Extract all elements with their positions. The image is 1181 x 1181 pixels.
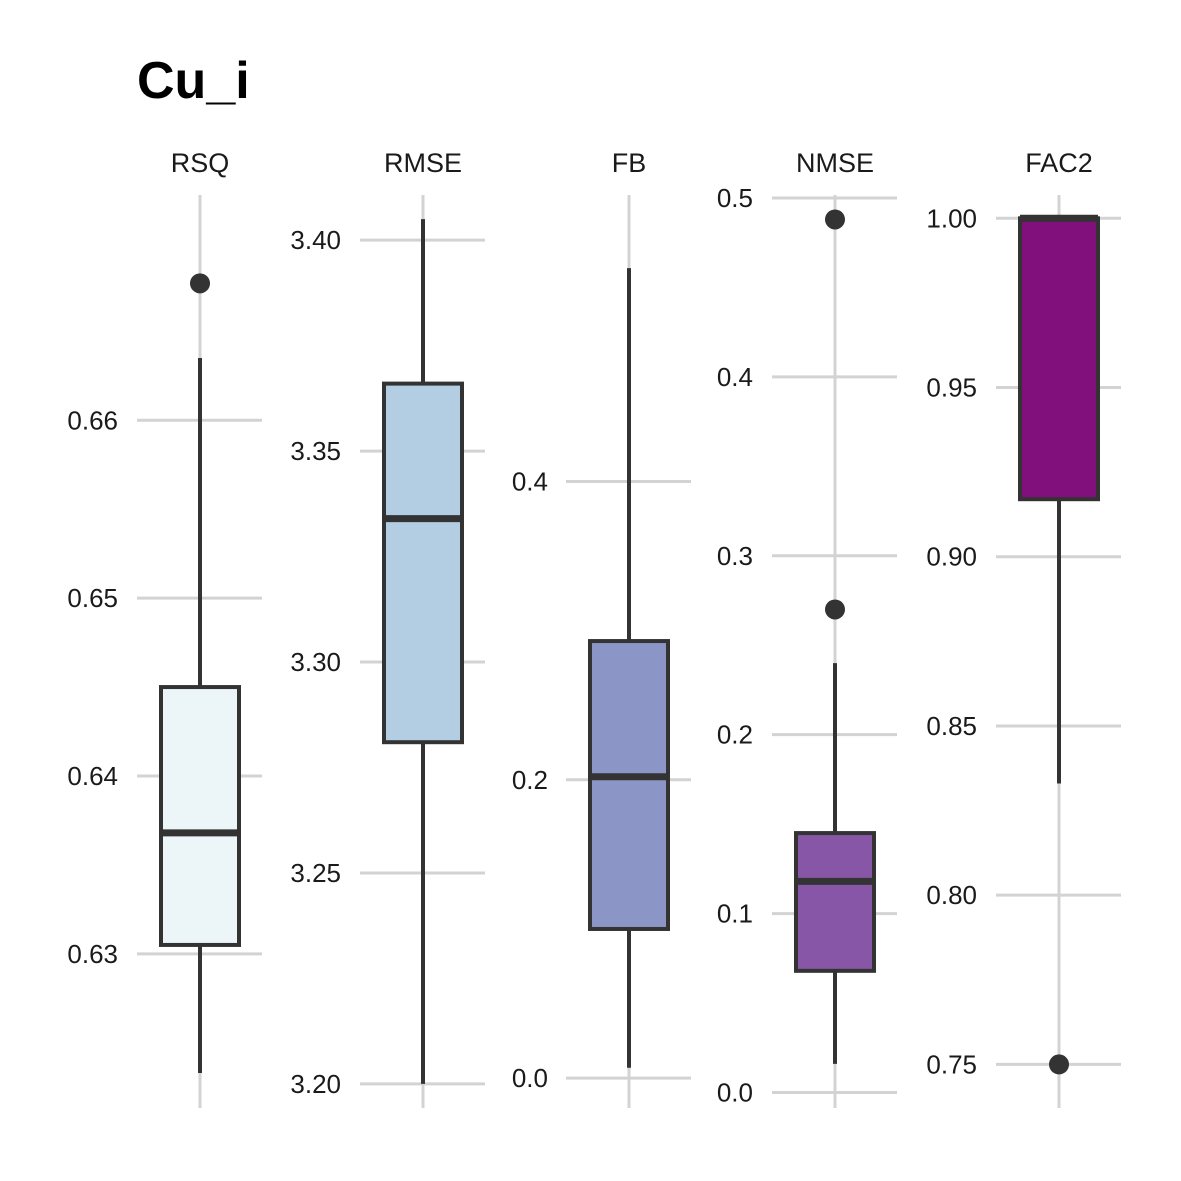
y-tick-label: 0.1: [717, 899, 753, 929]
y-tick-label: 0.95: [926, 373, 977, 403]
box: [382, 381, 464, 745]
y-tick-label: 1.00: [926, 203, 977, 233]
panel-fac2: FAC2 0.75 0.80 0.85 0.90 0.95 1.00: [926, 148, 1121, 1108]
panel-label: FAC2: [1025, 148, 1093, 178]
panel-label: RMSE: [384, 148, 462, 178]
y-tick-label: 0.63: [67, 939, 118, 969]
y-tick-label: 3.20: [290, 1069, 341, 1099]
chart-title: Cu_i: [137, 52, 250, 110]
y-tick-label: 0.3: [717, 541, 753, 571]
y-tick-label: 0.2: [717, 720, 753, 750]
y-tick-label: 0.64: [67, 761, 118, 791]
y-tick-label: 0.2: [512, 765, 548, 795]
panel-label: RSQ: [171, 148, 230, 178]
panel-nmse: NMSE 0.0 0.1 0.2 0.3 0.4 0.5: [717, 148, 897, 1108]
y-tick-label: 0.0: [512, 1063, 548, 1093]
y-tick-label: 3.25: [290, 858, 341, 888]
y-tick-label: 0.4: [717, 362, 753, 392]
panel-rmse: RMSE 3.20 3.25 3.30 3.35 3.40: [290, 148, 485, 1108]
panel-label: FB: [612, 148, 647, 178]
outlier-point: [190, 273, 210, 294]
outlier-point: [825, 599, 845, 620]
box: [159, 685, 241, 947]
y-tick-label: 0.66: [67, 405, 118, 435]
panel-fb: FB 0.0 0.2 0.4: [512, 148, 691, 1108]
y-tick-label: 0.90: [926, 542, 977, 572]
y-tick-label: 0.75: [926, 1049, 977, 1079]
outlier-point: [1049, 1054, 1069, 1075]
panel-label: NMSE: [796, 148, 874, 178]
panels: RSQ 0.63 0.64 0.65 0.66 RMSE 3.20 3.25 3.30 3.35 3…: [67, 148, 1121, 1108]
box: [588, 639, 670, 931]
outlier-point: [825, 209, 845, 230]
y-tick-label: 0.4: [512, 466, 548, 496]
y-tick-label: 3.40: [290, 225, 341, 255]
y-tick-label: 0.0: [717, 1077, 753, 1107]
y-tick-label: 0.65: [67, 583, 118, 613]
y-tick-label: 3.35: [290, 436, 341, 466]
y-tick-label: 0.80: [926, 880, 977, 910]
box: [794, 831, 876, 973]
panel-rsq: RSQ 0.63 0.64 0.65 0.66: [67, 148, 262, 1108]
y-tick-label: 0.5: [717, 183, 753, 213]
y-tick-label: 3.30: [290, 647, 341, 677]
box: [1018, 216, 1100, 502]
y-tick-label: 0.85: [926, 711, 977, 741]
